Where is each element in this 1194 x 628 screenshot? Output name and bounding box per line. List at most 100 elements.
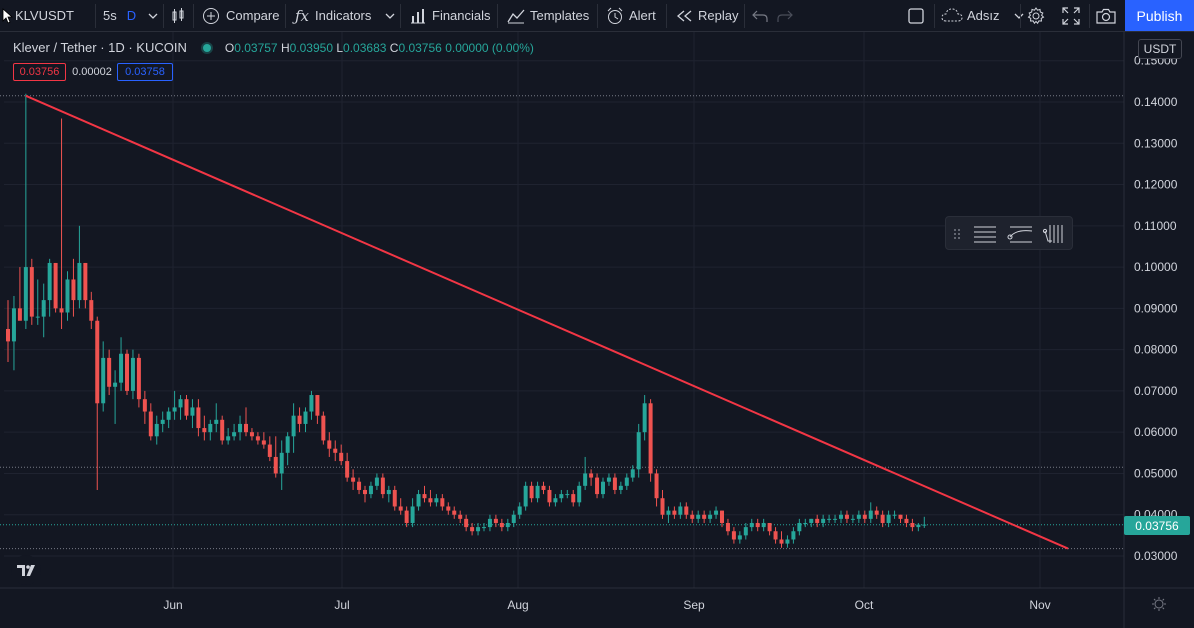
financials-label: Financials [432,8,491,23]
interval-selector[interactable]: 5s D [103,0,158,31]
candle-body [47,262,52,301]
candle [136,353,141,408]
candle-body [136,357,141,400]
candle [172,390,177,420]
symbol-search[interactable]: KLVUSDT [0,0,90,31]
candle [606,473,611,486]
candle-body [583,473,588,486]
bid-price-box[interactable]: 0.03756 [13,63,66,81]
publish-button[interactable]: Publish [1125,0,1194,31]
candle-body [648,403,653,474]
candle [368,481,373,499]
candle-body [577,485,582,503]
candle-body [17,308,22,321]
candle-body [523,485,528,507]
interval-a-label: 5s [103,8,117,23]
snapshot-button[interactable] [1096,0,1116,31]
candle [297,407,302,433]
candle [208,419,213,441]
candle [886,510,891,528]
candle [547,485,552,507]
candle-body [244,423,248,433]
low-value: 0.03683 [343,40,387,55]
candles-icon [172,7,184,23]
candle-body [232,432,237,437]
chart-type-button[interactable] [170,0,186,31]
price-axis[interactable]: 0.150000.140000.130000.120000.110000.100… [1134,54,1178,563]
templates-button[interactable]: Templates [507,0,589,31]
drag-handle-icon[interactable] [954,229,960,239]
candle [737,531,742,544]
fib-lines-icon[interactable] [1007,226,1033,243]
undo-button[interactable] [752,0,768,31]
candle [916,522,921,532]
candle [666,506,671,523]
compare-button[interactable]: Compare [202,0,279,31]
candle [244,407,248,437]
candle [630,465,635,482]
candle-body [904,518,909,523]
candle-body [386,489,391,495]
candle-body [821,518,826,523]
low-key: L [336,40,344,55]
candle [684,502,689,519]
candle [315,395,320,424]
fullscreen-button[interactable] [1062,0,1080,31]
horizontal-lines-icon[interactable] [974,226,996,243]
candle [523,481,528,511]
candle-body [761,522,766,528]
alert-button[interactable]: Alert [606,0,656,31]
candle [23,93,28,329]
candle [357,477,362,495]
candle [821,514,826,528]
candle [113,370,118,424]
tradingview-logo[interactable] [11,555,41,585]
pitchfork-icon[interactable] [1042,225,1063,243]
replay-button[interactable]: Replay [676,0,738,31]
candle-body [785,539,790,544]
candle-body [220,419,225,441]
candle-body [345,461,350,478]
time-axis-settings-icon[interactable] [1152,597,1166,611]
time-axis[interactable]: Jun Jul Aug Sep Oct Nov [163,598,1050,612]
chart-pane[interactable]: 0.150000.140000.130000.120000.110000.100… [0,32,1194,628]
candle [589,469,594,486]
candle [89,291,94,329]
square-icon [908,7,924,24]
candle-body [815,518,820,523]
high-key: H [280,40,290,55]
gear-icon [1027,6,1045,24]
ask-price-box[interactable]: 0.03758 [117,63,173,81]
indicators-button[interactable]: ƒx Indicators [295,0,395,31]
candle-body [184,399,189,416]
financials-button[interactable]: Financials [409,0,491,31]
layout-name-label: Adsız [967,8,1000,23]
candle [696,510,701,523]
candle [874,506,879,519]
candle-body [720,510,724,523]
fullscreen-square-button[interactable] [907,0,925,31]
candle [83,262,88,309]
candle-body [505,522,510,528]
candle-body [6,329,10,342]
candle [618,481,623,495]
candle [708,510,713,523]
redo-button[interactable] [777,0,793,31]
candle-body [178,399,183,408]
trendline[interactable] [25,94,1069,550]
currency-button[interactable]: USDT [1138,39,1182,59]
indicators-label: Indicators [315,8,372,23]
settings-button[interactable] [1027,0,1045,31]
candle [35,279,40,325]
layout-menu-button[interactable]: Adsız [941,0,1024,31]
candle [583,456,588,490]
candle-body [470,527,475,532]
candle [565,489,570,499]
candle [428,489,433,507]
price-axis-label: 0.12000 [1134,178,1178,192]
candle [642,395,647,441]
candle-body [363,489,367,495]
candle [267,436,272,462]
candle [690,510,695,523]
candle [53,262,58,313]
